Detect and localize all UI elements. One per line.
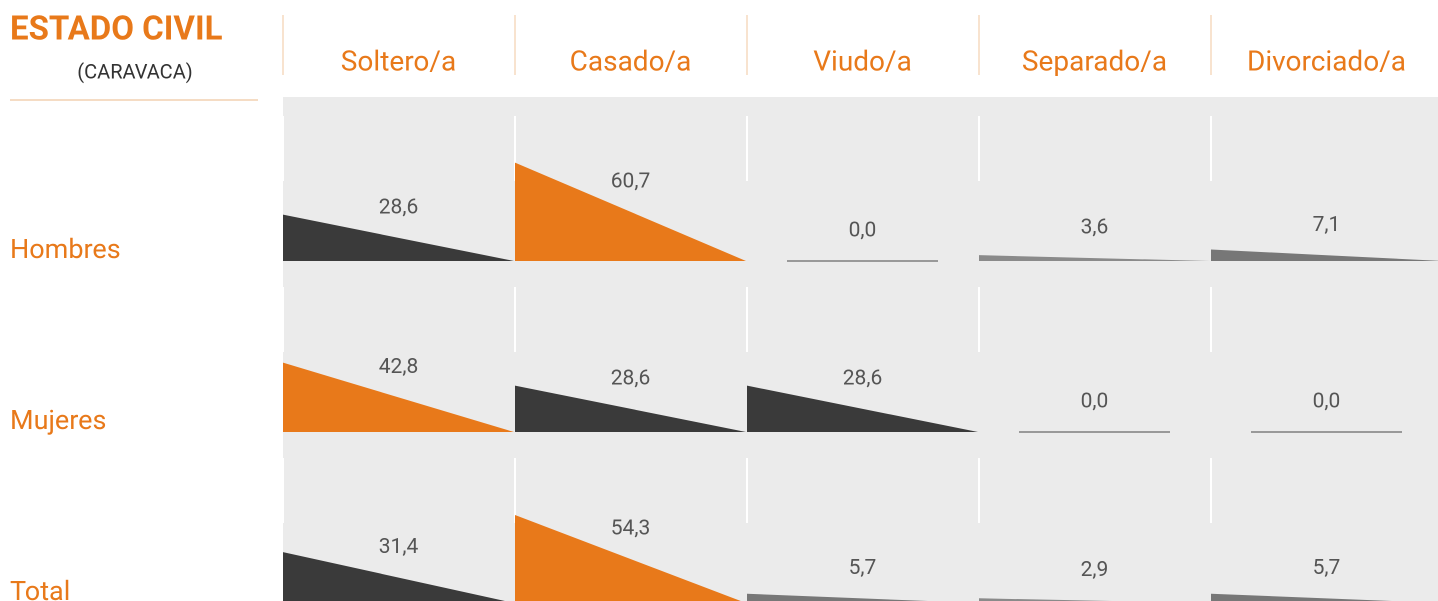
- bar: [515, 515, 741, 601]
- column-header: Divorciado/a: [1247, 44, 1406, 77]
- column-header: Casado/a: [570, 44, 692, 77]
- value-label: 0,0: [1081, 390, 1109, 414]
- bar: [747, 385, 978, 432]
- bar: [515, 162, 746, 261]
- column-header: Viudo/a: [813, 44, 912, 77]
- value-label: 28,6: [611, 366, 651, 390]
- value-label: 60,7: [611, 169, 651, 193]
- bar: [1211, 249, 1438, 261]
- row-label: Hombres: [10, 233, 121, 265]
- bar: [979, 255, 1210, 261]
- chart-title: ESTADO CIVIL: [10, 10, 223, 49]
- value-label: 42,8: [379, 355, 419, 379]
- bar: [747, 593, 928, 601]
- value-label: 5,7: [1313, 556, 1341, 580]
- bar: [979, 598, 1112, 601]
- bar: [515, 385, 746, 432]
- value-label: 0,0: [849, 219, 877, 243]
- bar: [283, 362, 514, 432]
- value-label: 2,9: [1081, 558, 1109, 582]
- bar: [283, 214, 514, 261]
- column-header: Soltero/a: [341, 44, 456, 77]
- value-label: 5,7: [849, 556, 877, 580]
- value-label: 28,6: [379, 195, 419, 219]
- value-label: 0,0: [1313, 390, 1341, 414]
- panel-background: [283, 97, 1438, 601]
- value-label: 54,3: [611, 517, 651, 541]
- value-label: 28,6: [843, 366, 883, 390]
- value-label: 31,4: [379, 535, 419, 559]
- value-label: 3,6: [1081, 216, 1109, 240]
- chart-subtitle: (CARAVACA): [77, 59, 192, 83]
- bar: [283, 552, 505, 601]
- value-label: 7,1: [1313, 213, 1341, 237]
- row-label: Total: [10, 575, 70, 601]
- column-header: Separado/a: [1022, 44, 1167, 77]
- bar: [1211, 593, 1392, 601]
- row-label: Mujeres: [10, 404, 106, 436]
